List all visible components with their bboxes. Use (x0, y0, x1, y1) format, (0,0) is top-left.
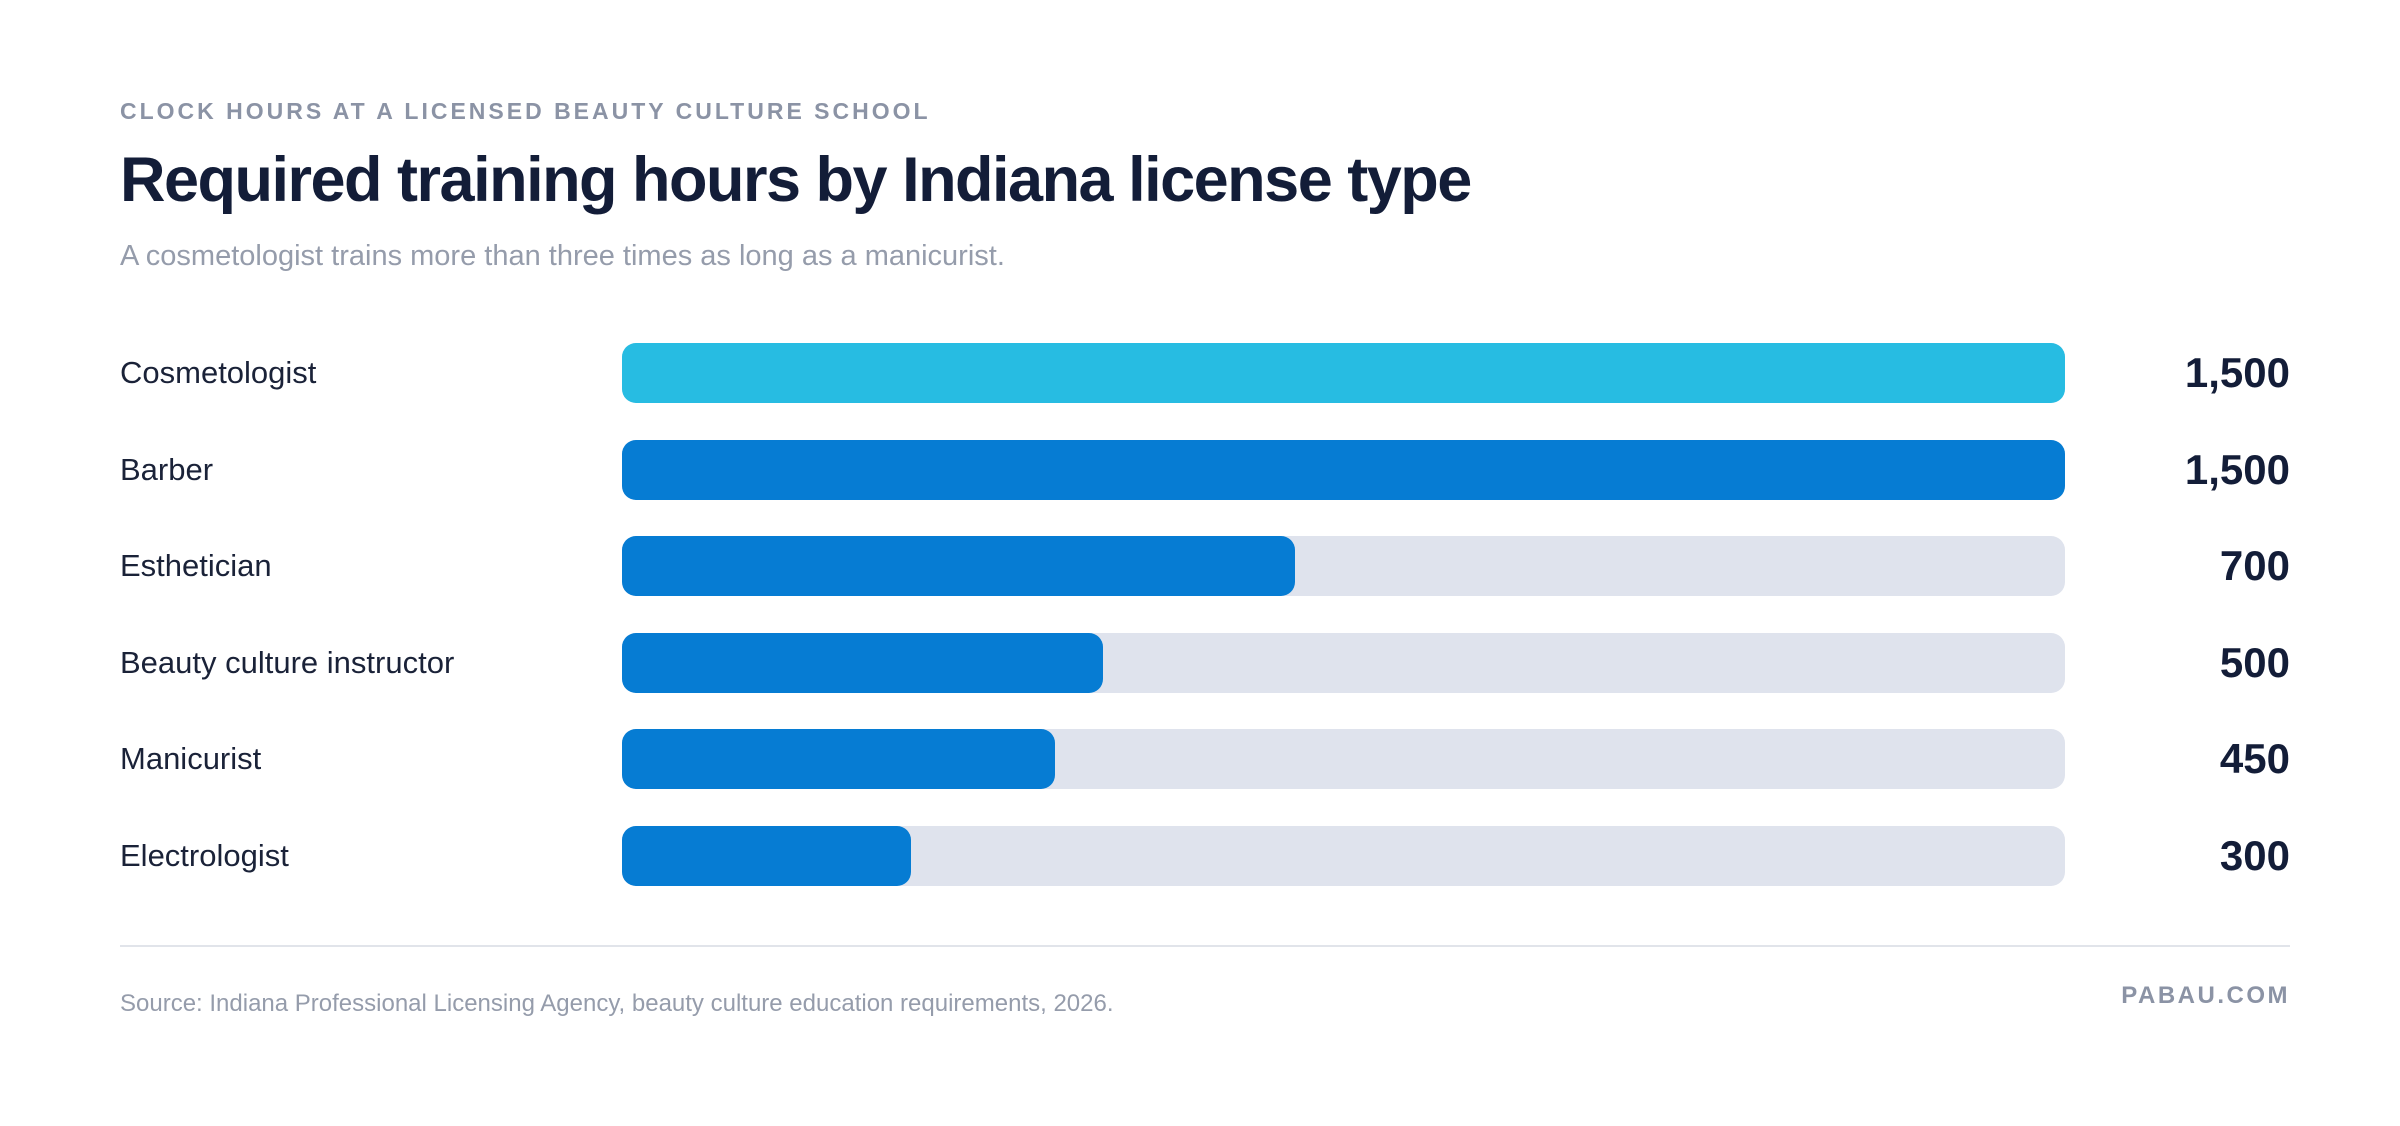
bar (622, 440, 2065, 500)
chart-eyebrow: CLOCK HOURS AT A LICENSED BEAUTY CULTURE… (120, 98, 931, 124)
bar (622, 536, 1296, 596)
bar (622, 633, 1103, 693)
chart-title: Required training hours by Indiana licen… (120, 145, 1472, 215)
category-label: Beauty culture instructor (120, 645, 455, 680)
value-label: 1,500 (2184, 446, 2290, 493)
value-label: 1,500 (2184, 349, 2290, 396)
category-label: Barber (120, 452, 214, 487)
category-label: Electrologist (120, 838, 289, 873)
category-label: Cosmetologist (120, 355, 317, 390)
value-label: 300 (2219, 832, 2290, 879)
bar-track (622, 440, 2065, 500)
value-label: 700 (2219, 542, 2290, 589)
value-label: 500 (2219, 639, 2290, 686)
bar-chart: Cosmetologist 1,500 Barber 1,500 Esthetician… (120, 343, 2290, 886)
category-label: Esthetician (120, 548, 272, 583)
chart-subtitle: A cosmetologist trains more than three t… (120, 240, 1005, 272)
bar-track (622, 633, 2065, 693)
bar (622, 343, 2065, 403)
bar (622, 729, 1055, 789)
bar-track (622, 536, 2065, 596)
bar-track (622, 826, 2065, 886)
bar-track (622, 729, 2065, 789)
footer-divider (120, 945, 2290, 947)
category-label: Manicurist (120, 741, 262, 776)
bar (622, 826, 911, 886)
bar-track (622, 343, 2065, 403)
source-note: Source: Indiana Professional Licensing A… (120, 990, 1114, 1017)
value-label: 450 (2219, 735, 2290, 782)
brand-logo-text[interactable]: PABAU.COM (2121, 982, 2290, 1009)
